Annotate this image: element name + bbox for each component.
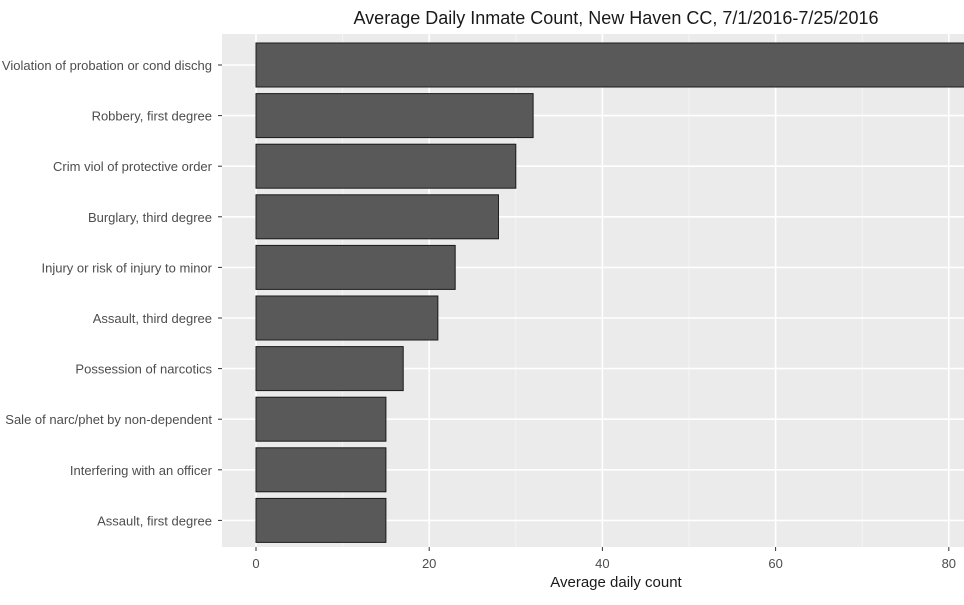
- y-tick-label: Interfering with an officer: [70, 463, 213, 478]
- y-tick-label: Sale of narc/phet by non-dependent: [5, 412, 212, 427]
- y-tick-label: Assault, first degree: [97, 513, 212, 528]
- y-tick-label: Crim viol of protective order: [53, 159, 213, 174]
- y-tick-label: Assault, third degree: [93, 311, 212, 326]
- bar: [255, 346, 404, 392]
- y-tick-label: Possession of narcotics: [75, 362, 212, 377]
- bar: [255, 244, 456, 290]
- x-tick-label: 0: [252, 556, 259, 571]
- bar-layer: [255, 42, 964, 543]
- y-tick-label: Burglary, third degree: [88, 210, 212, 225]
- x-tick-label: 80: [942, 556, 956, 571]
- bar: [255, 93, 534, 139]
- axis-layer: Violation of probation or cond dischg Rob…: [2, 58, 956, 571]
- bar: [255, 447, 387, 493]
- x-tick-label: 60: [768, 556, 782, 571]
- bar: [255, 396, 387, 442]
- y-tick-label: Robbery, first degree: [92, 109, 212, 124]
- bar: [255, 42, 964, 88]
- bar: [255, 295, 439, 341]
- x-tick-label: 40: [595, 556, 609, 571]
- chart-title: Average Daily Inmate Count, New Haven CC…: [354, 8, 879, 28]
- x-axis-title: Average daily count: [550, 574, 682, 591]
- y-tick-label: Violation of probation or cond dischg: [2, 58, 212, 73]
- bar: [255, 497, 387, 543]
- y-tick-label: Injury or risk of injury to minor: [42, 260, 213, 275]
- bar: [255, 143, 517, 189]
- x-tick-label: 20: [422, 556, 436, 571]
- bar: [255, 194, 499, 240]
